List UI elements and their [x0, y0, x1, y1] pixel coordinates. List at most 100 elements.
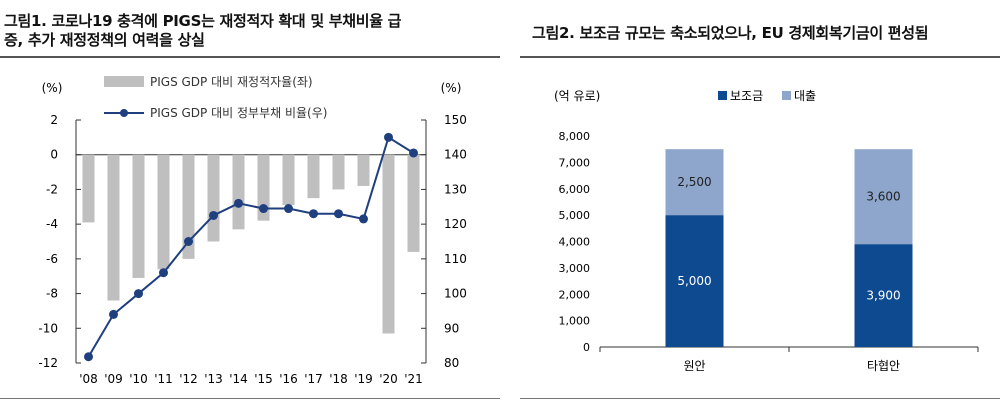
debt-point [384, 132, 393, 142]
deficit-bar [407, 154, 420, 252]
loan-data-label: 3,600 [866, 190, 900, 204]
debt-point [134, 289, 143, 299]
debt-point [209, 210, 218, 220]
legend-label-debt: PIGS GDP 대비 정부부채 비율(우) [150, 106, 327, 120]
left-tick-label: -12 [38, 356, 58, 370]
right-tick-label: 110 [444, 252, 467, 266]
right-tick-label: 130 [444, 182, 467, 196]
debt-point [259, 204, 268, 214]
legend-swatch-subsidy [718, 91, 727, 100]
x-tick-label: '20 [379, 372, 398, 386]
deficit-bar [82, 154, 95, 223]
deficit-bar [307, 154, 320, 199]
debt-point [234, 198, 243, 208]
deficit-bar [107, 154, 120, 301]
x-tick-label: '10 [129, 372, 148, 386]
right-tick-label: 120 [444, 217, 467, 231]
subsidy-data-label: 5,000 [677, 274, 711, 288]
left-chart-title: 그림1. 코로나19 충격에 PIGS는 재정적자 확대 및 부채비율 급 증,… [4, 12, 401, 50]
legend-marker-debt [120, 109, 128, 117]
deficit-bar [232, 154, 245, 230]
debt-point [84, 352, 93, 362]
legend-swatch-loan [782, 91, 791, 100]
legend-label-subsidy: 보조금 [730, 89, 763, 103]
left-tick-label: -2 [46, 182, 58, 196]
x-tick-label: '13 [204, 372, 223, 386]
category-label: 원안 [683, 359, 705, 373]
y-tick-label: 6,000 [559, 183, 591, 196]
x-tick-label: '11 [154, 372, 173, 386]
y-tick-label: 1,000 [559, 315, 591, 328]
debt-point [359, 214, 368, 224]
left-axis-unit: (%) [42, 81, 63, 95]
deficit-bar [157, 154, 170, 270]
right-bottom-rule [520, 398, 1000, 399]
x-tick-label: '19 [354, 372, 373, 386]
left-tick-label: -4 [46, 217, 58, 231]
debt-point [109, 309, 118, 319]
deficit-bar [132, 154, 145, 278]
deficit-bar [257, 154, 270, 221]
deficit-bar [182, 154, 195, 259]
subsidy-data-label: 3,900 [866, 289, 900, 303]
legend-swatch-deficit [104, 76, 144, 87]
legend-label-loan: 대출 [794, 89, 816, 103]
subsidy-bar [854, 244, 913, 347]
left-tick-label: -8 [46, 287, 58, 301]
loan-bar [665, 149, 724, 216]
subsidy-bar [665, 215, 724, 347]
x-tick-label: '14 [229, 372, 248, 386]
x-tick-label: '12 [179, 372, 198, 386]
debt-point [334, 209, 343, 219]
unit-label: (억 유로) [554, 89, 600, 103]
y-tick-label: 8,000 [559, 130, 591, 143]
right-tick-label: 100 [444, 287, 467, 301]
deficit-bar [357, 154, 370, 186]
y-tick-label: 7,000 [559, 156, 591, 169]
left-title-line2: 증, 추가 재정정책의 여력을 상실 [4, 31, 205, 49]
category-label: 타협안 [867, 359, 900, 373]
left-tick-label: -10 [38, 321, 58, 335]
y-tick-label: 0 [583, 341, 590, 354]
deficit-bar [382, 154, 395, 334]
y-tick-label: 3,000 [559, 262, 591, 275]
x-tick-label: '17 [304, 372, 323, 386]
left-bottom-rule [0, 398, 500, 399]
x-tick-label: '08 [79, 372, 98, 386]
debt-point [159, 268, 168, 278]
x-tick-label: '09 [104, 372, 123, 386]
y-tick-label: 5,000 [559, 209, 591, 222]
deficit-debt-chart: (%) (%) PIGS GDP 대비 재정적자율(좌) PIGS GDP 대비 정부… [38, 75, 467, 386]
left-tick-label: -6 [46, 252, 58, 266]
right-title-rule [520, 56, 1000, 58]
right-tick-label: 150 [444, 113, 467, 127]
right-tick-label: 80 [444, 356, 459, 370]
right-tick-label: 90 [444, 321, 459, 335]
x-tick-label: '16 [279, 372, 298, 386]
left-title-line1: 그림1. 코로나19 충격에 PIGS는 재정적자 확대 및 부채비율 급 [4, 12, 402, 30]
deficit-bar [332, 154, 345, 190]
left-tick-label: 2 [50, 113, 58, 127]
loan-bar [854, 149, 913, 245]
legend-label-deficit: PIGS GDP 대비 재정적자율(좌) [150, 75, 313, 89]
right-tick-label: 140 [444, 148, 467, 162]
left-title-rule [0, 56, 500, 58]
debt-point [184, 237, 193, 246]
x-tick-label: '15 [254, 372, 273, 386]
right-axis-unit: (%) [441, 81, 462, 95]
x-tick-label: '18 [329, 372, 348, 386]
debt-point [309, 209, 318, 219]
left-tick-label: 0 [50, 148, 58, 162]
x-tick-label: '21 [404, 372, 423, 386]
debt-point [409, 148, 418, 158]
y-tick-label: 2,000 [559, 288, 591, 301]
right-panel: 그림2. 보조금 규모는 축소되었으나, EU 경제회복기금이 편성됨 (억 유… [520, 0, 1000, 404]
recovery-fund-chart: (억 유로) 보조금 대출 8,000 7,000 6,000 5,000 4,000 3,00… [554, 89, 979, 373]
right-chart-title: 그림2. 보조금 규모는 축소되었으나, EU 경제회복기금이 편성됨 [532, 24, 929, 42]
deficit-bar [207, 154, 220, 242]
deficit-bar [282, 154, 295, 206]
debt-point [284, 204, 293, 214]
y-tick-label: 4,000 [559, 236, 591, 249]
loan-data-label: 2,500 [677, 175, 711, 189]
left-panel: 그림1. 코로나19 충격에 PIGS는 재정적자 확대 및 부채비율 급 증,… [0, 12, 500, 399]
